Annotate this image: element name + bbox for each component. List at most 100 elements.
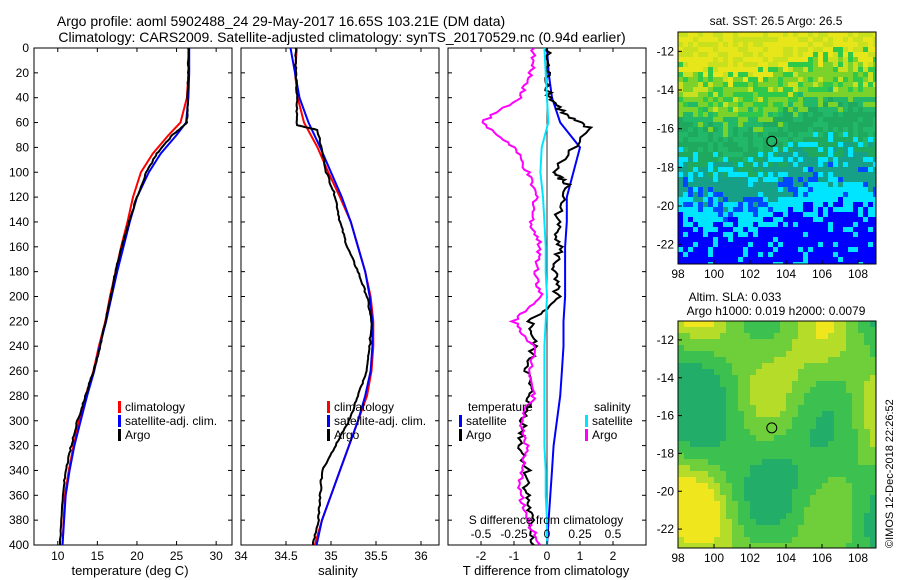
map-cell [823, 87, 829, 93]
map-cell [718, 47, 724, 53]
map-cell [798, 519, 805, 526]
map-cell [726, 471, 733, 478]
map-cell [723, 237, 729, 243]
map-cell [804, 399, 811, 406]
map-cell [873, 212, 876, 218]
map-cell [823, 132, 829, 138]
map-cell [684, 441, 691, 448]
map-cell [728, 107, 734, 113]
map-cell [798, 453, 805, 460]
map-cell [738, 465, 745, 472]
map-cell [728, 62, 734, 68]
map-cell [708, 345, 715, 352]
map-cell [698, 132, 704, 138]
map-cell [786, 393, 793, 400]
map-cell [813, 57, 819, 63]
map-cell [816, 417, 823, 424]
map-cell [793, 147, 799, 153]
map-cell [698, 127, 704, 133]
map-cell [873, 147, 876, 153]
map-cell [818, 142, 824, 148]
map-cell [753, 182, 759, 188]
legend-label-argo: Argo [125, 428, 151, 442]
map-cell [713, 97, 719, 103]
map-cell [758, 92, 764, 98]
map-cell [683, 127, 689, 133]
map-cell [774, 501, 781, 508]
map-cell [773, 247, 779, 253]
map-cell [873, 242, 876, 248]
map-cell [786, 531, 793, 538]
map-cell [773, 242, 779, 248]
map-cell [870, 327, 876, 334]
map-cell [833, 177, 839, 183]
map-cell [684, 423, 691, 430]
map-cell [858, 112, 864, 118]
map-cell [786, 399, 793, 406]
depth-tick-label: 0 [22, 41, 29, 55]
map-cell [840, 405, 847, 412]
map-cell [678, 345, 685, 352]
map-cell [726, 513, 733, 520]
map-cell [852, 459, 859, 466]
map-cell [838, 197, 844, 203]
map-cell [822, 489, 829, 496]
map-cell [756, 417, 763, 424]
map-cell [708, 483, 715, 490]
map-cell [726, 441, 733, 448]
map-cell [758, 167, 764, 173]
map-cell [748, 172, 754, 178]
map-cell [720, 453, 727, 460]
map-cell [678, 207, 684, 213]
map-cell [788, 82, 794, 88]
map-cell [743, 227, 749, 233]
map-cell [732, 339, 739, 346]
map-cell [703, 157, 709, 163]
map-cell [810, 477, 817, 484]
map-cell [683, 72, 689, 78]
map-cell [733, 202, 739, 208]
map-cell [823, 247, 829, 253]
map-cell [728, 192, 734, 198]
map-cell [744, 351, 751, 358]
map-cell [690, 543, 697, 548]
map-cell [818, 237, 824, 243]
map-cell [858, 411, 865, 418]
map-cell [838, 222, 844, 228]
map-cell [768, 262, 774, 264]
map-cell [756, 357, 763, 364]
map-cell [828, 122, 834, 128]
map-cell [708, 525, 715, 532]
map-cell [813, 202, 819, 208]
map-cell [848, 72, 854, 78]
x-tick-label: 34.5 [274, 549, 298, 563]
map-cell [798, 37, 804, 43]
map-cell [762, 537, 769, 544]
map-cell [804, 477, 811, 484]
map-cell [840, 537, 847, 544]
map-cell [873, 227, 876, 233]
map-cell [793, 227, 799, 233]
map-cell [748, 217, 754, 223]
map-cell [823, 82, 829, 88]
map-cell [798, 72, 804, 78]
map-cell [762, 465, 769, 472]
map-cell [810, 525, 817, 532]
map-cell [732, 489, 739, 496]
map-cell [833, 242, 839, 248]
map-cell [708, 465, 715, 472]
map-cell [816, 327, 823, 334]
map-cell [798, 202, 804, 208]
map-cell [848, 137, 854, 143]
map-cell [840, 501, 847, 508]
map-cell [753, 202, 759, 208]
map-cell [696, 501, 703, 508]
map-cell [718, 82, 724, 88]
map-cell [858, 192, 864, 198]
map-cell [868, 32, 874, 38]
map-cell [834, 435, 841, 442]
map-cell [758, 37, 764, 43]
map-cell [738, 345, 745, 352]
map-cell [733, 197, 739, 203]
